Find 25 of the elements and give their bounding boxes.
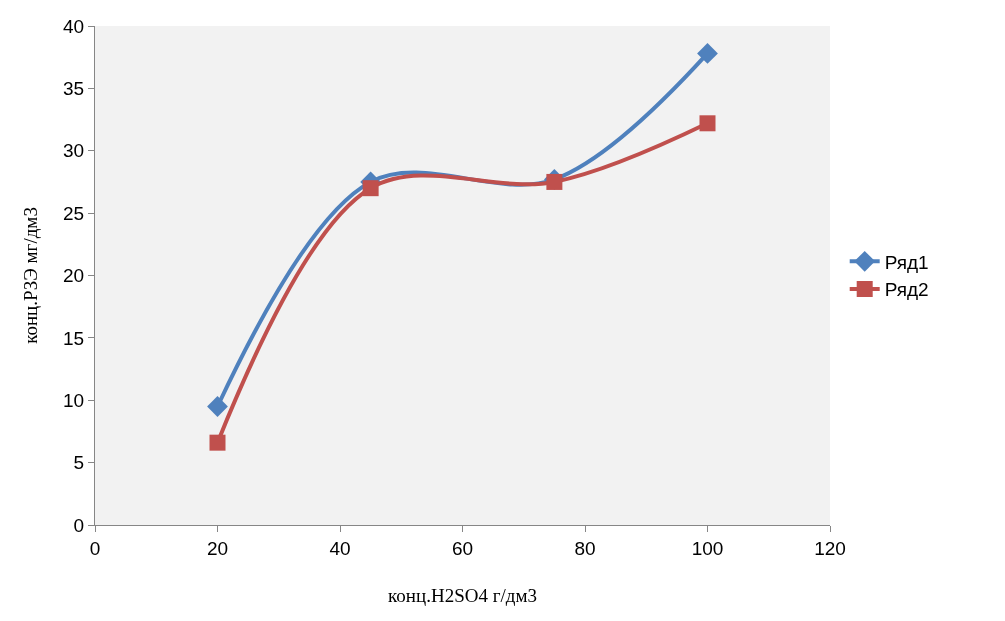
y-tick-label: 25 <box>63 202 85 224</box>
y-tick-label: 20 <box>63 265 85 287</box>
y-tick-label: 35 <box>63 78 85 100</box>
legend-label: Ряд1 <box>884 251 929 273</box>
point <box>207 396 228 417</box>
y-tick-label: 40 <box>63 15 85 37</box>
legend-label: Ряд2 <box>884 279 929 301</box>
x-tick-label: 0 <box>89 537 101 559</box>
y-tick-label: 10 <box>63 389 85 411</box>
point <box>699 115 716 132</box>
point <box>697 43 718 64</box>
y-axis-title: конц.РЗЭ мг/дм3 <box>19 207 41 344</box>
y-tick-label: 5 <box>73 452 85 474</box>
x-tick-label: 120 <box>814 537 846 559</box>
y-tick-label: 30 <box>63 140 85 162</box>
y-tick-label: 0 <box>73 514 85 536</box>
x-tick-label: 80 <box>574 537 596 559</box>
x-axis-title: конц.H2SO4 г/дм3 <box>388 584 537 606</box>
y-tick-label: 15 <box>63 327 85 349</box>
x-tick-label: 20 <box>206 537 229 559</box>
x-tick-label: 100 <box>691 537 724 559</box>
x-tick-label: 60 <box>451 537 474 559</box>
point <box>209 434 226 451</box>
x-tick-label: 40 <box>329 537 351 559</box>
point <box>362 180 379 197</box>
